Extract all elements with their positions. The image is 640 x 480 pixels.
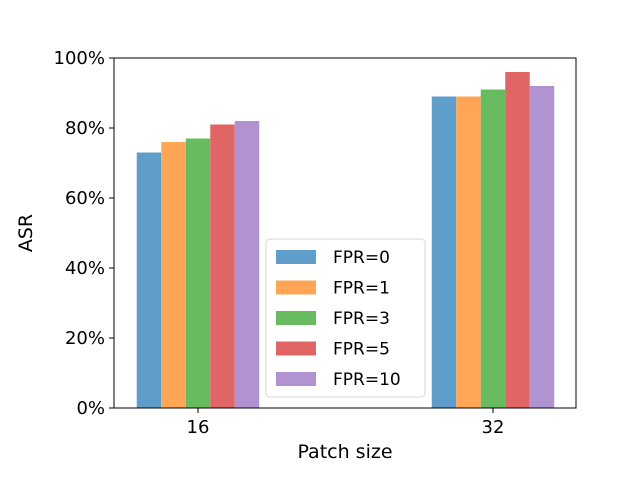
legend-label-fpr-3: FPR=3 <box>333 309 390 329</box>
bar-fpr-5-32 <box>505 72 530 408</box>
bar-fpr-3-32 <box>480 89 506 408</box>
x-tick-label: 16 <box>187 417 210 438</box>
legend-box <box>265 238 426 398</box>
y-tick-label: 60% <box>65 188 105 209</box>
legend-label-fpr-5: FPR=5 <box>333 340 390 360</box>
legend-swatch-fpr-10 <box>276 372 316 386</box>
legend-swatch-fpr-5 <box>276 341 316 356</box>
y-axis: 0% 20% 40% 60% 80% 100% <box>54 48 114 419</box>
y-tick-label: 40% <box>65 258 105 279</box>
legend: FPR=0 FPR=1 FPR=3 FPR=5 FPR=10 <box>265 238 426 398</box>
legend-label-fpr-1: FPR=1 <box>333 279 390 299</box>
bar-fpr-10-32 <box>529 86 555 408</box>
x-axis-label: Patch size <box>297 441 392 463</box>
y-tick-label: 0% <box>76 398 105 419</box>
y-tick-label: 100% <box>54 48 105 69</box>
y-tick-label: 80% <box>65 118 105 139</box>
legend-label-fpr-0: FPR=0 <box>333 248 390 268</box>
bars-group <box>136 72 555 408</box>
x-tick-label: 32 <box>482 417 505 438</box>
bar-fpr-0-32 <box>431 96 457 408</box>
y-tick-label: 20% <box>65 328 105 349</box>
y-axis-label: ASR <box>15 214 37 252</box>
legend-swatch-fpr-3 <box>276 311 316 325</box>
bar-fpr-3-16 <box>185 138 211 408</box>
legend-swatch-fpr-0 <box>276 250 316 264</box>
bar-fpr-1-16 <box>161 142 186 408</box>
legend-label-fpr-10: FPR=10 <box>333 370 401 390</box>
legend-swatch-fpr-1 <box>276 280 316 295</box>
bar-fpr-5-16 <box>210 124 235 408</box>
bar-fpr-0-16 <box>136 152 162 408</box>
x-axis: 16 32 <box>187 408 505 438</box>
bar-fpr-1-32 <box>456 96 481 408</box>
plot-frame <box>113 57 577 409</box>
bar-fpr-10-16 <box>234 121 260 408</box>
